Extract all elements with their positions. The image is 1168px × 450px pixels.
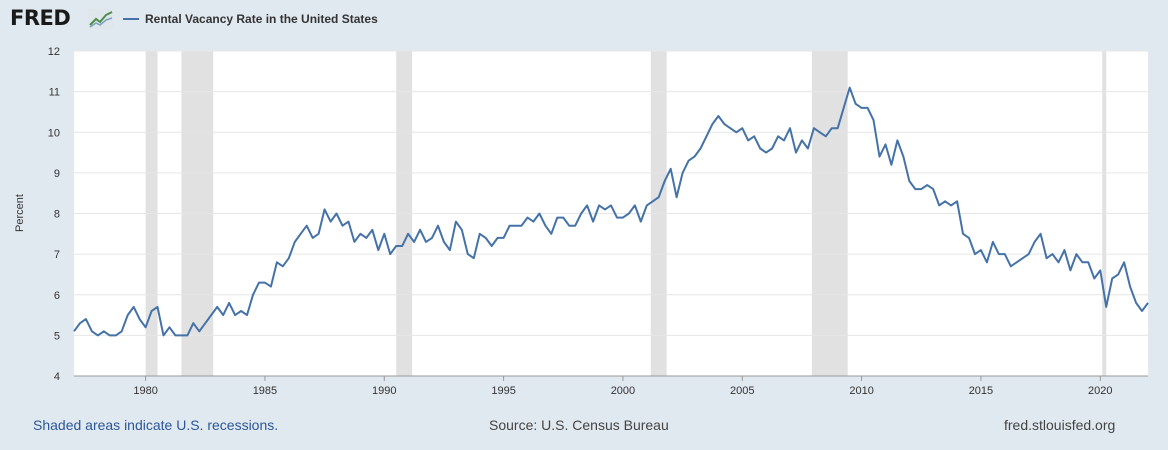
legend-label[interactable]: Rental Vacancy Rate in the United States xyxy=(145,12,378,26)
site-link[interactable]: fred.stlouisfed.org xyxy=(1004,417,1116,433)
x-tick-labels: 1980 1985 1990 1995 2000 2005 2010 2015 2020 xyxy=(74,375,1148,397)
fred-logo[interactable]: FRED xyxy=(10,6,71,30)
y-tick-label: 6 xyxy=(54,290,60,302)
legend-swatch xyxy=(123,18,139,20)
x-tick-label: 2005 xyxy=(730,385,754,397)
x-tick-label: 1990 xyxy=(372,385,396,397)
y-tick-label: 12 xyxy=(48,46,60,58)
y-tick-label: 9 xyxy=(54,168,60,180)
x-tick-label: 1980 xyxy=(133,385,157,397)
series-line xyxy=(73,86,1149,337)
y-tick-labels: 4 5 6 7 8 9 10 11 12 xyxy=(48,46,60,383)
x-tick-label: 2015 xyxy=(969,385,993,397)
chart-legend: Rental Vacancy Rate in the United States xyxy=(123,12,378,26)
x-tick-label: 2020 xyxy=(1088,385,1112,397)
x-tick-label: 1995 xyxy=(491,385,515,397)
chart-header: FRED Rental Vacancy Rate in the United S… xyxy=(0,0,1168,42)
source-note: Source: U.S. Census Bureau xyxy=(489,417,669,433)
recession-note[interactable]: Shaded areas indicate U.S. recessions. xyxy=(33,417,279,433)
y-tick-label: 8 xyxy=(54,209,60,221)
y-tick-label: 11 xyxy=(49,87,60,99)
y-axis-label: Percent xyxy=(14,194,26,232)
y-tick-label: 5 xyxy=(54,330,60,342)
x-tick-label: 2000 xyxy=(611,385,635,397)
fred-chart-icon xyxy=(88,9,114,29)
line-chart: 4 5 6 7 8 9 10 11 12 1980 1985 1990 1995 2000 2005 201… xyxy=(14,46,1149,397)
x-tick-label: 1985 xyxy=(253,385,277,397)
y-tick-label: 10 xyxy=(48,127,60,139)
x-tick-label: 2010 xyxy=(849,385,873,397)
y-tick-label: 4 xyxy=(54,371,60,383)
y-tick-label: 7 xyxy=(54,249,60,261)
